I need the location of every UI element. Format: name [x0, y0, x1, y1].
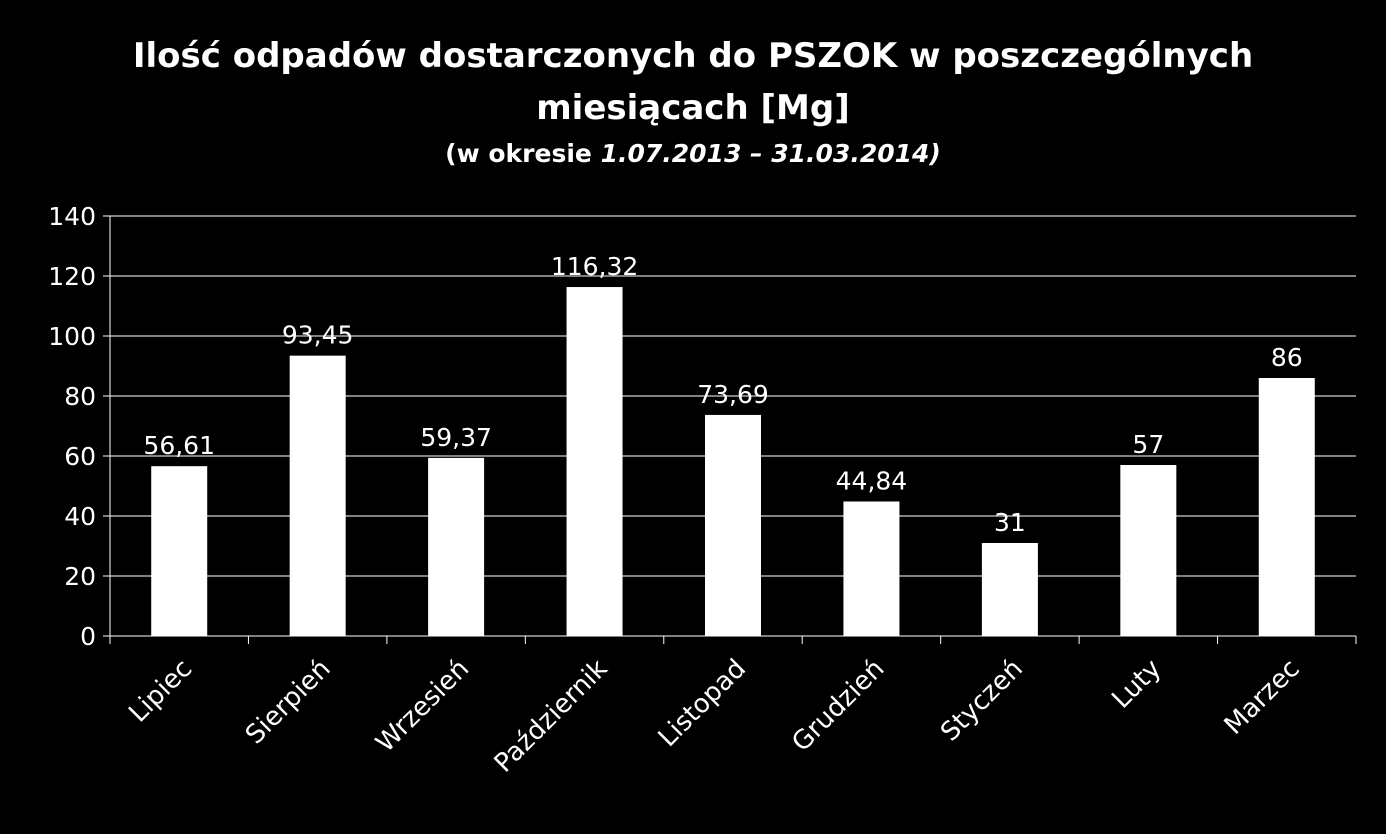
- bar-7: [1120, 465, 1177, 636]
- y-tick-label-140: 140: [48, 202, 96, 231]
- category-label-0: Lipiec: [123, 654, 198, 729]
- y-tick-label-80: 80: [64, 382, 96, 411]
- category-label-3: Październik: [489, 654, 614, 779]
- bar-4: [705, 414, 761, 636]
- bar-2: [428, 457, 485, 636]
- category-label-7: Luty: [1106, 654, 1167, 715]
- chart-title-block: Ilość odpadów dostarczonych do PSZOK w p…: [0, 30, 1386, 174]
- bar-1: [289, 355, 346, 636]
- y-tick-label-60: 60: [64, 442, 96, 471]
- y-tick-label-0: 0: [80, 622, 96, 651]
- chart-title-line-1: Ilość odpadów dostarczonych do PSZOK w p…: [132, 36, 1254, 76]
- category-label-8: Marzec: [1219, 654, 1306, 741]
- category-label-4: Listopad: [653, 654, 752, 753]
- category-label-1: Sierpień: [240, 654, 337, 751]
- bar-8: [1258, 378, 1315, 636]
- y-tick-label-20: 20: [64, 562, 96, 591]
- chart-subtitle: (w okresie 1.07.2013 – 31.03.2014): [0, 134, 1386, 174]
- bar-6: [981, 543, 1038, 636]
- data-label-6: 31: [994, 508, 1026, 537]
- data-label-4: 73,69: [697, 380, 769, 409]
- category-label-5: Grudzień: [786, 654, 890, 758]
- data-label-0: 56,61: [143, 431, 215, 460]
- data-label-8: 86: [1271, 343, 1303, 372]
- data-label-5: 44,84: [836, 466, 908, 495]
- y-tick-label-120: 120: [48, 262, 96, 291]
- y-tick-label-100: 100: [48, 322, 96, 351]
- category-label-2: Wrzesień: [370, 654, 475, 759]
- y-axis-tick-labels: 0 20 40 60 80 100 120 140: [48, 202, 96, 651]
- bar-5: [843, 501, 900, 636]
- y-tick-label-40: 40: [64, 502, 96, 531]
- chart-subtitle-dates: 1.07.2013 – 31.03.2014): [600, 139, 941, 168]
- data-labels: 56,61 93,45 59,37 116,32 73,69 44,84 31 57 86: [143, 252, 1302, 537]
- category-labels: Lipiec Sierpień Wrzesień Październik Listopa…: [123, 654, 1305, 779]
- bar-3: [566, 287, 623, 636]
- data-label-3: 116,32: [551, 252, 638, 281]
- data-label-1: 93,45: [282, 321, 354, 350]
- chart-title-line-2: miesiącach [Mg]: [536, 88, 850, 128]
- bars: [151, 287, 1315, 636]
- chart-subtitle-prefix: (w okresie: [445, 139, 601, 168]
- data-label-7: 57: [1132, 430, 1164, 459]
- category-label-6: Styczeń: [935, 654, 1029, 748]
- data-label-2: 59,37: [420, 423, 492, 452]
- bar-0: [151, 466, 208, 636]
